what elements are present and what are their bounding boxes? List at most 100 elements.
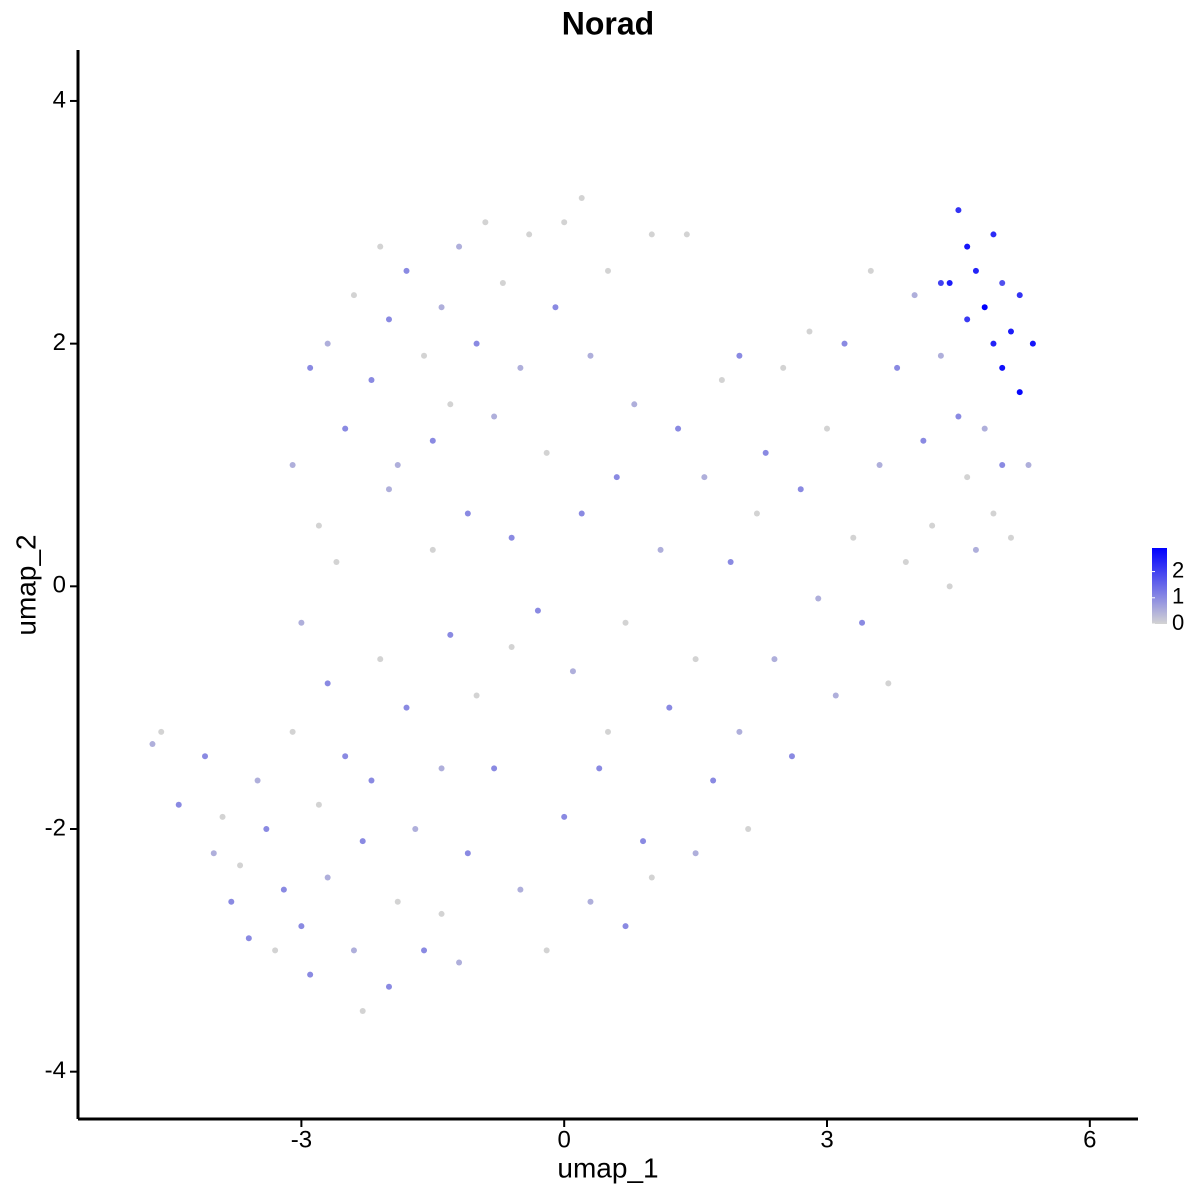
point <box>175 801 182 808</box>
point <box>385 486 392 493</box>
point <box>1029 340 1036 347</box>
point <box>228 898 235 905</box>
legend-tick-label: 0 <box>1172 610 1184 635</box>
point <box>613 474 620 481</box>
point <box>377 243 384 250</box>
point <box>473 340 480 347</box>
point <box>368 777 375 784</box>
point <box>534 607 541 614</box>
point <box>999 461 1006 468</box>
point <box>850 534 857 541</box>
point <box>981 304 988 311</box>
point <box>824 425 831 432</box>
point <box>885 680 892 687</box>
point <box>315 801 322 808</box>
x-axis-title: umap_1 <box>557 1152 658 1183</box>
point <box>561 219 568 226</box>
point <box>473 692 480 699</box>
point <box>464 510 471 517</box>
point <box>797 486 804 493</box>
point <box>464 850 471 857</box>
point <box>990 340 997 347</box>
point <box>438 765 445 772</box>
point <box>377 656 384 663</box>
point <box>491 765 498 772</box>
point <box>867 267 874 274</box>
point <box>587 352 594 359</box>
point <box>771 656 778 663</box>
point <box>456 959 463 966</box>
point <box>421 947 428 954</box>
point <box>981 425 988 432</box>
point <box>736 728 743 735</box>
x-tick-label: 6 <box>1083 1126 1096 1153</box>
point <box>447 631 454 638</box>
point <box>517 886 524 893</box>
point <box>359 1008 366 1015</box>
point <box>894 364 901 371</box>
point <box>394 461 401 468</box>
point <box>999 279 1006 286</box>
point <box>990 231 997 238</box>
point <box>561 813 568 820</box>
point <box>937 279 944 286</box>
y-tick-label: 0 <box>53 572 66 599</box>
point <box>438 910 445 917</box>
point <box>298 619 305 626</box>
point <box>350 947 357 954</box>
point <box>911 292 918 299</box>
point <box>158 728 165 735</box>
point <box>543 449 550 456</box>
point <box>219 813 226 820</box>
point <box>955 413 962 420</box>
point <box>403 267 410 274</box>
point <box>622 923 629 930</box>
point <box>1025 461 1032 468</box>
point <box>727 559 734 566</box>
point <box>622 619 629 626</box>
point <box>447 401 454 408</box>
point <box>876 461 883 468</box>
y-tick-label: -2 <box>45 814 66 841</box>
point <box>946 279 953 286</box>
point <box>692 850 699 857</box>
point <box>245 935 252 942</box>
point <box>832 692 839 699</box>
point <box>324 874 331 881</box>
point <box>342 753 349 760</box>
point <box>237 862 244 869</box>
point <box>692 656 699 663</box>
point <box>964 474 971 481</box>
point <box>718 377 725 384</box>
x-tick-label: 0 <box>558 1126 571 1153</box>
point <box>394 898 401 905</box>
point <box>280 886 287 893</box>
point <box>499 279 506 286</box>
point <box>526 231 533 238</box>
point <box>272 947 279 954</box>
colorbar <box>1152 548 1167 624</box>
points <box>149 195 1036 1015</box>
point <box>648 874 655 881</box>
point <box>508 534 515 541</box>
point <box>569 668 576 675</box>
point <box>385 983 392 990</box>
x-tick-label: -3 <box>291 1126 312 1153</box>
point <box>552 304 559 311</box>
point <box>806 328 813 335</box>
point <box>762 449 769 456</box>
point <box>640 838 647 845</box>
point <box>999 364 1006 371</box>
point <box>675 425 682 432</box>
point <box>946 583 953 590</box>
point <box>359 838 366 845</box>
point <box>788 753 795 760</box>
y-axis-title: umap_2 <box>10 534 41 635</box>
point <box>350 292 357 299</box>
point <box>289 461 296 468</box>
point <box>841 340 848 347</box>
point <box>972 546 979 553</box>
point <box>412 825 419 832</box>
point <box>508 643 515 650</box>
point <box>972 267 979 274</box>
